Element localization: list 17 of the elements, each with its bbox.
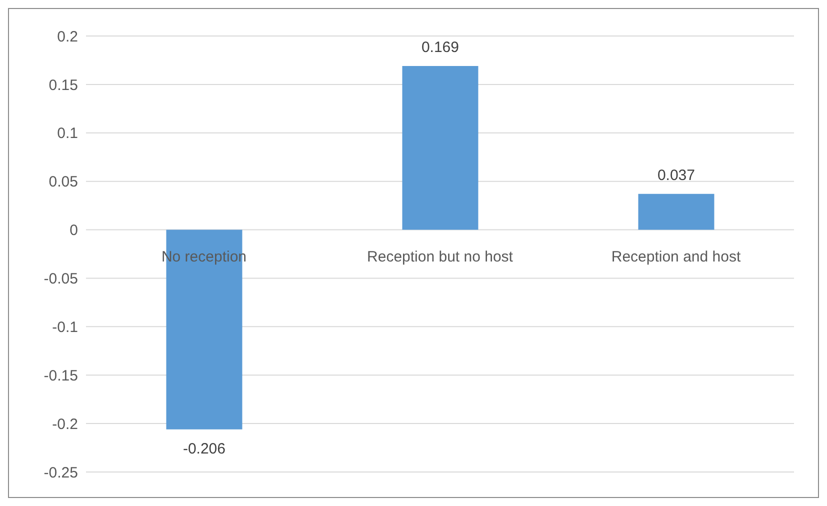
- y-tick-label: -0.1: [52, 318, 78, 336]
- y-tick-label: -0.2: [52, 416, 78, 433]
- bar: [638, 194, 714, 230]
- data-label: 0.037: [657, 166, 696, 184]
- y-tick-label: 0.05: [48, 174, 78, 191]
- y-tick-label: -0.25: [44, 464, 78, 482]
- y-tick-label: -0.05: [44, 270, 78, 288]
- bar: [402, 66, 478, 230]
- data-label: 0.169: [421, 39, 460, 56]
- x-tick-label: Reception and host: [611, 248, 742, 266]
- y-tick-label: 0: [70, 222, 78, 240]
- x-tick-label: Reception but no host: [367, 248, 514, 266]
- y-tick-label: -0.15: [44, 367, 78, 384]
- data-label: -0.206: [182, 440, 226, 458]
- y-tick-label: 0.1: [57, 125, 78, 142]
- y-tick-label: 0.15: [48, 76, 78, 94]
- y-tick-label: 0.2: [57, 28, 78, 46]
